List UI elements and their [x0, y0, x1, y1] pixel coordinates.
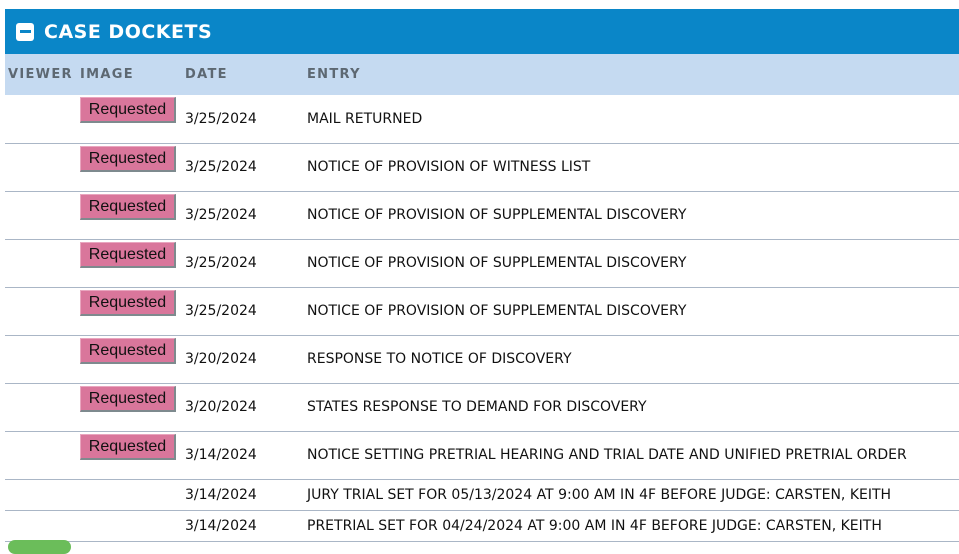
- table-row: Requested 3/20/2024 STATES RESPONSE TO DEM…: [5, 383, 959, 431]
- entry-cell: MAIL RETURNED: [307, 110, 423, 127]
- table-row: Requested 3/20/2024 RESPONSE TO NOTICE OF …: [5, 335, 959, 383]
- entry-cell: PRETRIAL SET FOR 04/24/2024 AT 9:00 AM I…: [307, 517, 882, 534]
- image-cell: Requested: [80, 95, 185, 143]
- date-cell: 3/20/2024: [185, 350, 257, 367]
- date-cell: 3/25/2024: [185, 302, 257, 319]
- viewer-cell: [5, 335, 80, 383]
- viewer-cell: [5, 383, 80, 431]
- viewer-cell: [5, 287, 80, 335]
- date-cell: 3/14/2024: [185, 486, 257, 503]
- date-cell: 3/25/2024: [185, 158, 257, 175]
- table-header-row: VIEWER IMAGE DATE ENTRY: [5, 54, 959, 95]
- requested-button[interactable]: Requested: [80, 241, 176, 268]
- collapse-icon[interactable]: [16, 22, 34, 41]
- viewer-cell: [5, 431, 80, 479]
- image-cell: [80, 479, 185, 510]
- table-row: Requested 3/25/2024 MAIL RETURNED: [5, 95, 959, 143]
- entry-cell: JURY TRIAL SET FOR 05/13/2024 AT 9:00 AM…: [307, 486, 892, 503]
- requested-button[interactable]: Requested: [80, 289, 176, 316]
- image-cell: Requested: [80, 431, 185, 479]
- table-row: Requested 3/25/2024 NOTICE OF PROVISION OF…: [5, 143, 959, 191]
- entry-cell: NOTICE SETTING PRETRIAL HEARING AND TRIA…: [307, 446, 907, 463]
- requested-button[interactable]: Requested: [80, 337, 176, 364]
- viewer-cell: [5, 95, 80, 143]
- entry-cell: STATES RESPONSE TO DEMAND FOR DISCOVERY: [307, 398, 647, 415]
- table-row: 3/14/2024 JURY TRIAL SET FOR 05/13/2024 A…: [5, 479, 959, 510]
- entry-cell: RESPONSE TO NOTICE OF DISCOVERY: [307, 350, 572, 367]
- requested-button[interactable]: Requested: [80, 385, 176, 412]
- entry-cell: NOTICE OF PROVISION OF SUPPLEMENTAL DISC…: [307, 302, 687, 319]
- dockets-table: VIEWER IMAGE DATE ENTRY Requested 3/25/20…: [5, 54, 959, 542]
- panel-title: CASE DOCKETS: [44, 20, 213, 43]
- image-cell: Requested: [80, 143, 185, 191]
- image-cell: Requested: [80, 287, 185, 335]
- requested-button[interactable]: Requested: [80, 193, 176, 220]
- image-cell: Requested: [80, 239, 185, 287]
- image-cell: [80, 510, 185, 541]
- table-row: Requested 3/25/2024 NOTICE OF PROVISION OF…: [5, 239, 959, 287]
- viewer-cell: [5, 143, 80, 191]
- image-cell: Requested: [80, 383, 185, 431]
- case-dockets-panel: CASE DOCKETS VIEWER IMAGE DATE ENTRY Req…: [5, 9, 959, 542]
- table-row: 3/14/2024 PRETRIAL SET FOR 04/24/2024 AT …: [5, 510, 959, 541]
- table-row: Requested 3/14/2024 NOTICE SETTING PRETRIA…: [5, 431, 959, 479]
- table-row: Requested 3/25/2024 NOTICE OF PROVISION OF…: [5, 191, 959, 239]
- column-header-entry: ENTRY: [307, 67, 361, 82]
- date-cell: 3/14/2024: [185, 446, 257, 463]
- date-cell: 3/25/2024: [185, 206, 257, 223]
- date-cell: 3/25/2024: [185, 110, 257, 127]
- date-cell: 3/14/2024: [185, 517, 257, 534]
- entry-cell: NOTICE OF PROVISION OF WITNESS LIST: [307, 158, 591, 175]
- entry-cell: NOTICE OF PROVISION OF SUPPLEMENTAL DISC…: [307, 254, 687, 271]
- column-header-date: DATE: [185, 67, 228, 82]
- column-header-viewer: VIEWER: [8, 67, 73, 82]
- viewer-cell: [5, 191, 80, 239]
- column-header-image: IMAGE: [80, 67, 134, 82]
- viewer-cell: [5, 510, 80, 541]
- entry-cell: NOTICE OF PROVISION OF SUPPLEMENTAL DISC…: [307, 206, 687, 223]
- requested-button[interactable]: Requested: [80, 97, 176, 123]
- green-tab-button[interactable]: [8, 540, 71, 554]
- date-cell: 3/20/2024: [185, 398, 257, 415]
- image-cell: Requested: [80, 335, 185, 383]
- date-cell: 3/25/2024: [185, 254, 257, 271]
- table-row: Requested 3/25/2024 NOTICE OF PROVISION OF…: [5, 287, 959, 335]
- requested-button[interactable]: Requested: [80, 145, 176, 172]
- viewer-cell: [5, 239, 80, 287]
- requested-button[interactable]: Requested: [80, 433, 176, 460]
- panel-header: CASE DOCKETS: [5, 9, 959, 54]
- image-cell: Requested: [80, 191, 185, 239]
- viewer-cell: [5, 479, 80, 510]
